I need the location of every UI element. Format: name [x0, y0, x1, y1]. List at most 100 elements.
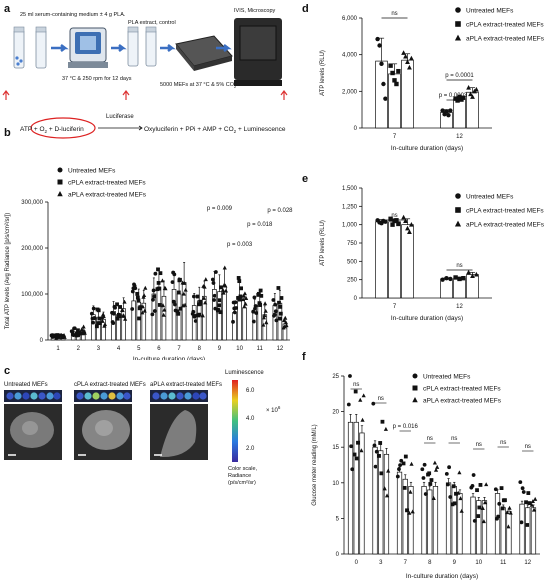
data-point: [405, 225, 410, 231]
data-point: [203, 277, 208, 282]
data-point: [143, 285, 148, 290]
significance-label: p = 0.0003: [439, 93, 468, 99]
data-point: [71, 333, 76, 337]
data-point: [91, 306, 96, 311]
y-tick-label: 1,500: [342, 186, 358, 192]
data-point: [454, 491, 458, 496]
arrow-icon: [160, 44, 176, 52]
data-point: [283, 315, 288, 320]
colorbar-caption: (p/s/cm²/sr): [228, 480, 256, 486]
data-point: [455, 98, 460, 103]
y-tick-label: 300,000: [21, 200, 43, 206]
data-point: [140, 310, 145, 315]
y-tick-label: 750: [347, 241, 358, 247]
data-point: [172, 272, 177, 277]
data-point: [468, 91, 473, 97]
x-tick-label: 10: [475, 560, 482, 566]
data-point: [518, 480, 523, 484]
data-point: [264, 320, 269, 325]
bar: [445, 482, 452, 555]
data-point: [450, 502, 455, 507]
colorbar-caption: Radiance: [228, 473, 251, 479]
tube-icon: [127, 26, 139, 67]
reaction-left: ATP + O2 + D-luciferin: [20, 126, 84, 134]
y-axis-label: ATP levels (RLU): [320, 50, 326, 96]
bar: [402, 478, 408, 555]
data-point: [231, 319, 235, 324]
data-point: [274, 318, 279, 323]
data-point: [388, 216, 393, 221]
data-point: [115, 302, 119, 307]
data-point: [157, 286, 162, 291]
data-point: [459, 508, 464, 513]
bar: [519, 503, 525, 555]
bar: [378, 450, 384, 555]
data-point: [176, 311, 181, 316]
data-point: [263, 301, 268, 306]
luminescence-strip: [4, 390, 62, 402]
data-point: [500, 506, 505, 511]
data-point: [257, 301, 262, 306]
data-point: [466, 85, 472, 90]
image-label-apla: aPLA extract-treated MEFs: [150, 382, 222, 388]
data-point: [527, 501, 532, 506]
data-point: [156, 281, 161, 285]
data-point: [123, 316, 128, 321]
significance-label: ns: [378, 396, 384, 402]
data-point: [428, 482, 433, 486]
data-point: [447, 465, 452, 470]
x-tick-label: 7: [393, 304, 397, 310]
data-point: [408, 222, 414, 227]
data-point: [444, 276, 449, 281]
up-arrow-icon: [122, 90, 130, 100]
significance-label: ns: [353, 382, 359, 388]
x-tick-label: 7: [404, 560, 408, 566]
data-point: [349, 444, 354, 449]
data-point: [526, 491, 531, 495]
data-point: [432, 460, 437, 465]
data-point: [440, 108, 445, 113]
data-point: [72, 326, 77, 331]
well-plate-icon: [175, 35, 233, 71]
bar: [421, 486, 427, 555]
data-point: [507, 505, 512, 510]
data-point: [218, 310, 223, 315]
data-point: [175, 309, 180, 314]
data-point: [152, 309, 157, 313]
data-point: [407, 64, 412, 70]
bar: [131, 300, 136, 341]
tube-icon: [145, 26, 157, 67]
data-point: [244, 295, 249, 300]
data-point: [193, 319, 198, 323]
data-point: [130, 307, 135, 311]
data-point: [392, 78, 397, 83]
y-tick-label: 500: [347, 259, 358, 265]
y-tick-label: 6,000: [342, 16, 358, 22]
data-point: [394, 81, 399, 87]
bar: [375, 221, 388, 299]
x-tick-label: 8: [428, 560, 432, 566]
colorbar-tick: 6.0: [246, 388, 255, 394]
bar: [525, 507, 531, 555]
data-point: [359, 448, 364, 453]
data-point: [222, 265, 227, 270]
data-point: [461, 95, 466, 100]
bar: [396, 471, 403, 555]
data-point: [96, 308, 101, 313]
data-point: [475, 488, 479, 493]
data-point: [178, 306, 183, 311]
data-point: [198, 299, 203, 304]
data-point: [101, 314, 106, 319]
chart-b: 0 100,000 200,000 300,000 Total ATP levels (…: [5, 167, 293, 360]
data-point: [161, 312, 166, 317]
data-point: [192, 294, 196, 299]
enzyme-label: Luciferase: [106, 114, 134, 120]
data-point: [361, 393, 366, 398]
data-point: [481, 519, 486, 524]
data-point: [429, 478, 434, 482]
data-point: [152, 294, 157, 299]
data-point: [444, 471, 449, 476]
bar: [401, 224, 414, 299]
y-tick-label: 200,000: [21, 246, 43, 252]
bar: [156, 286, 162, 341]
